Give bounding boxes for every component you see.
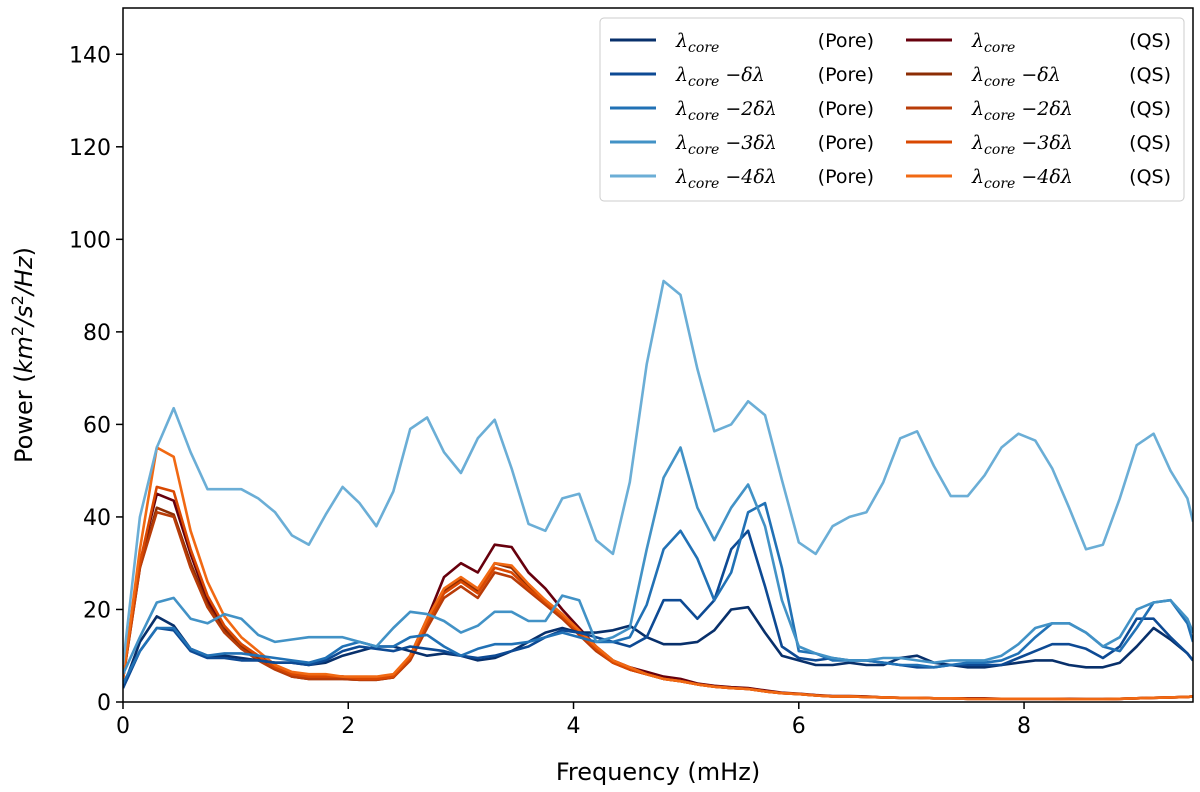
qs-legend-tag-0: (QS) (1129, 30, 1171, 52)
pore-series-group (123, 279, 1193, 689)
y-tick-label: 100 (69, 228, 111, 253)
y-tick-label: 120 (69, 136, 111, 161)
qs-legend-tag-2: (QS) (1129, 98, 1171, 120)
y-tick-label: 60 (83, 413, 111, 438)
pore-legend-label-3: λcore −3δλ (675, 132, 777, 158)
x-tick-label: 6 (792, 714, 806, 739)
qs-legend-label-3: λcore −3δλ (971, 132, 1073, 158)
pore-legend-tag-4: (Pore) (818, 166, 874, 188)
qs-series-group (123, 446, 1193, 701)
y-tick-label: 140 (69, 43, 111, 68)
qs-line-4 (123, 446, 1193, 701)
pore-legend-tag-3: (Pore) (818, 132, 874, 154)
pore-legend-tag-0: (Pore) (818, 30, 874, 52)
plot-frame (122, 7, 1194, 703)
y-tick-label: 0 (97, 691, 111, 716)
y-tick-label: 20 (83, 598, 111, 623)
x-tick-label: 0 (116, 714, 130, 739)
qs-legend-label-0: λcore (971, 30, 1015, 56)
pore-legend-tag-1: (Pore) (818, 64, 874, 86)
y-axis-label: Power (km2/s2/Hz) (8, 247, 38, 463)
pore-line-1 (123, 529, 1193, 689)
pore-legend-label-0: λcore (675, 30, 719, 56)
qs-legend-tag-1: (QS) (1129, 64, 1171, 86)
qs-legend-tag-3: (QS) (1129, 132, 1171, 154)
qs-legend-label-1: λcore −δλ (971, 64, 1061, 90)
qs-legend-label-4: λcore −4δλ (971, 166, 1073, 192)
pore-line-4 (123, 279, 1193, 666)
x-tick-label: 4 (567, 714, 581, 739)
x-axis-label: Frequency (mHz) (556, 758, 760, 786)
qs-legend-tag-4: (QS) (1129, 166, 1171, 188)
pore-legend-label-2: λcore −2δλ (675, 98, 777, 124)
pore-legend-tag-2: (Pore) (818, 98, 874, 120)
x-tick-label: 8 (1017, 714, 1031, 739)
legend: λcore (Pore) λcore −δλ (Pore) λcore −2δλ (Por… (599, 17, 1185, 202)
y-tick-label: 40 (83, 506, 111, 531)
x-axis-ticks: 0 2 4 6 8 (116, 702, 1031, 739)
pore-line-2 (123, 501, 1193, 685)
y-axis-ticks: 0 20 40 60 80 100 120 140 (69, 43, 123, 716)
pore-line-3 (123, 446, 1193, 675)
pore-legend-label-4: λcore −4δλ (675, 166, 777, 192)
y-tick-label: 80 (83, 321, 111, 346)
pore-legend-label-1: λcore −δλ (675, 64, 765, 90)
qs-legend-label-2: λcore −2δλ (971, 98, 1073, 124)
legend-box (599, 17, 1185, 202)
x-tick-label: 2 (341, 714, 355, 739)
